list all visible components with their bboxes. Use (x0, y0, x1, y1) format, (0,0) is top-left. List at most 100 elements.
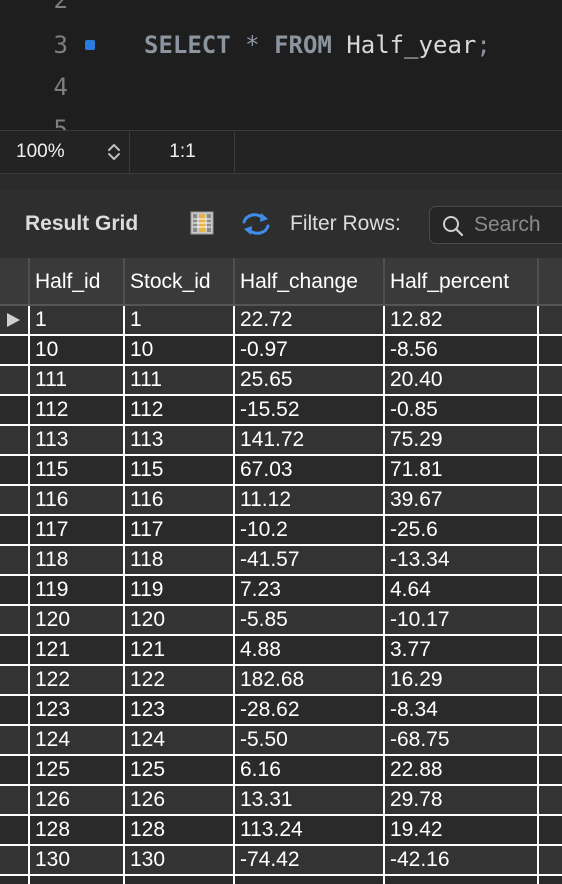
row-selector[interactable] (0, 456, 30, 486)
cell-half-percent[interactable]: -68.75 (383, 726, 537, 756)
table-row[interactable]: 10 10 -0.97 -8.56 (0, 336, 562, 366)
cell-half-percent[interactable]: 3.77 (383, 636, 537, 666)
cell-half-change[interactable]: 11.12 (233, 486, 383, 516)
cell-half-change[interactable] (233, 876, 383, 884)
cell-half-change[interactable]: 6.16 (233, 756, 383, 786)
cell-stock-id[interactable]: 10 (123, 336, 233, 366)
cell-half-change[interactable]: 13.31 (233, 786, 383, 816)
cell-half-change[interactable]: 25.65 (233, 366, 383, 396)
table-row[interactable]: 111 111 25.65 20.40 (0, 366, 562, 396)
table-row[interactable]: 119 119 7.23 4.64 (0, 576, 562, 606)
row-selector[interactable] (0, 366, 30, 396)
cell-half-change[interactable]: -5.50 (233, 726, 383, 756)
cell-stock-id[interactable]: 123 (123, 696, 233, 726)
cell-half-percent[interactable]: 75.29 (383, 426, 537, 456)
cell-half-id[interactable]: 118 (28, 546, 123, 576)
row-selector[interactable] (0, 876, 30, 884)
table-row[interactable]: 1 1 22.72 12.82 (0, 306, 562, 336)
table-row[interactable]: 116 116 11.12 39.67 (0, 486, 562, 516)
cell-stock-id[interactable]: 111 (123, 366, 233, 396)
cell-stock-id[interactable]: 115 (123, 456, 233, 486)
row-selector[interactable] (0, 726, 30, 756)
row-selector[interactable] (0, 696, 30, 726)
row-selector[interactable] (0, 666, 30, 696)
cell-half-percent[interactable] (383, 876, 537, 884)
cell-stock-id[interactable]: 118 (123, 546, 233, 576)
sql-statement[interactable]: SELECT * FROM Half_year; (144, 24, 491, 66)
cell-half-id[interactable]: 124 (28, 726, 123, 756)
cell-half-change[interactable]: -41.57 (233, 546, 383, 576)
cell-stock-id[interactable]: 1 (123, 306, 233, 336)
table-row[interactable]: 128 128 113.24 19.42 (0, 816, 562, 846)
cell-half-id[interactable]: 128 (28, 816, 123, 846)
cell-half-id[interactable]: 125 (28, 756, 123, 786)
cell-half-percent[interactable]: -13.34 (383, 546, 537, 576)
table-row[interactable]: 112 112 -15.52 -0.85 (0, 396, 562, 426)
table-row[interactable]: 125 125 6.16 22.88 (0, 756, 562, 786)
row-selector[interactable] (0, 336, 30, 366)
chevron-updown-icon[interactable] (103, 140, 125, 164)
table-row[interactable]: 123 123 -28.62 -8.34 (0, 696, 562, 726)
row-selector[interactable] (0, 846, 30, 876)
cell-half-percent[interactable]: -42.16 (383, 846, 537, 876)
result-grid[interactable]: Half_id Stock_id Half_change Half_percen… (0, 258, 562, 884)
row-selector[interactable] (0, 786, 30, 816)
cell-half-id[interactable]: 126 (28, 786, 123, 816)
sql-editor[interactable]: 2 3 SELECT * FROM Half_year; 4 5 (0, 0, 562, 130)
row-selector[interactable] (0, 486, 30, 516)
cell-half-change[interactable]: -74.42 (233, 846, 383, 876)
cell-half-change[interactable]: 182.68 (233, 666, 383, 696)
cell-half-id[interactable]: 113 (28, 426, 123, 456)
cell-half-id[interactable]: 115 (28, 456, 123, 486)
table-row[interactable]: 115 115 67.03 71.81 (0, 456, 562, 486)
cell-half-change[interactable]: 22.72 (233, 306, 383, 336)
cell-half-change[interactable]: 141.72 (233, 426, 383, 456)
column-header-half-id[interactable]: Half_id (28, 258, 123, 304)
cell-half-id[interactable]: 111 (28, 366, 123, 396)
row-selector[interactable] (0, 426, 30, 456)
cell-half-percent[interactable]: -10.17 (383, 606, 537, 636)
cell-stock-id[interactable]: 116 (123, 486, 233, 516)
cell-stock-id[interactable]: 130 (123, 846, 233, 876)
table-row[interactable]: 120 120 -5.85 -10.17 (0, 606, 562, 636)
table-row[interactable]: 113 113 141.72 75.29 (0, 426, 562, 456)
column-header-half-percent[interactable]: Half_percent (383, 258, 537, 304)
cell-half-change[interactable]: -0.97 (233, 336, 383, 366)
cell-half-id[interactable]: 116 (28, 486, 123, 516)
grid-view-icon[interactable] (190, 211, 214, 235)
table-row[interactable]: 117 117 -10.2 -25.6 (0, 516, 562, 546)
cell-stock-id[interactable] (123, 876, 233, 884)
cell-half-id[interactable]: 130 (28, 846, 123, 876)
cell-half-change[interactable]: 113.24 (233, 816, 383, 846)
row-selector[interactable] (0, 396, 30, 426)
filter-search-box[interactable] (429, 206, 562, 244)
cell-half-percent[interactable]: 16.29 (383, 666, 537, 696)
row-selector[interactable] (0, 756, 30, 786)
cell-stock-id[interactable]: 126 (123, 786, 233, 816)
cell-half-change[interactable]: -28.62 (233, 696, 383, 726)
row-selector[interactable] (0, 816, 30, 846)
cell-half-percent[interactable]: 39.67 (383, 486, 537, 516)
row-selector[interactable] (0, 576, 30, 606)
row-selector[interactable] (0, 546, 30, 576)
cell-half-change[interactable]: -15.52 (233, 396, 383, 426)
table-row[interactable]: 122 122 182.68 16.29 (0, 666, 562, 696)
cell-stock-id[interactable]: 120 (123, 606, 233, 636)
cell-half-id[interactable]: 117 (28, 516, 123, 546)
cell-half-id[interactable]: 120 (28, 606, 123, 636)
cell-half-id[interactable]: 119 (28, 576, 123, 606)
cell-stock-id[interactable]: 121 (123, 636, 233, 666)
cell-stock-id[interactable]: 124 (123, 726, 233, 756)
cell-half-percent[interactable]: 19.42 (383, 816, 537, 846)
cell-half-id[interactable]: 1 (28, 306, 123, 336)
cell-half-percent[interactable]: 4.64 (383, 576, 537, 606)
cell-stock-id[interactable]: 122 (123, 666, 233, 696)
cell-half-change[interactable]: -5.85 (233, 606, 383, 636)
cell-half-change[interactable]: -10.2 (233, 516, 383, 546)
filter-search-input[interactable] (474, 207, 562, 243)
cell-half-id[interactable]: 123 (28, 696, 123, 726)
cell-half-id[interactable] (28, 876, 123, 884)
cell-half-percent[interactable]: -25.6 (383, 516, 537, 546)
row-selector[interactable] (0, 306, 30, 336)
cell-half-percent[interactable]: 22.88 (383, 756, 537, 786)
